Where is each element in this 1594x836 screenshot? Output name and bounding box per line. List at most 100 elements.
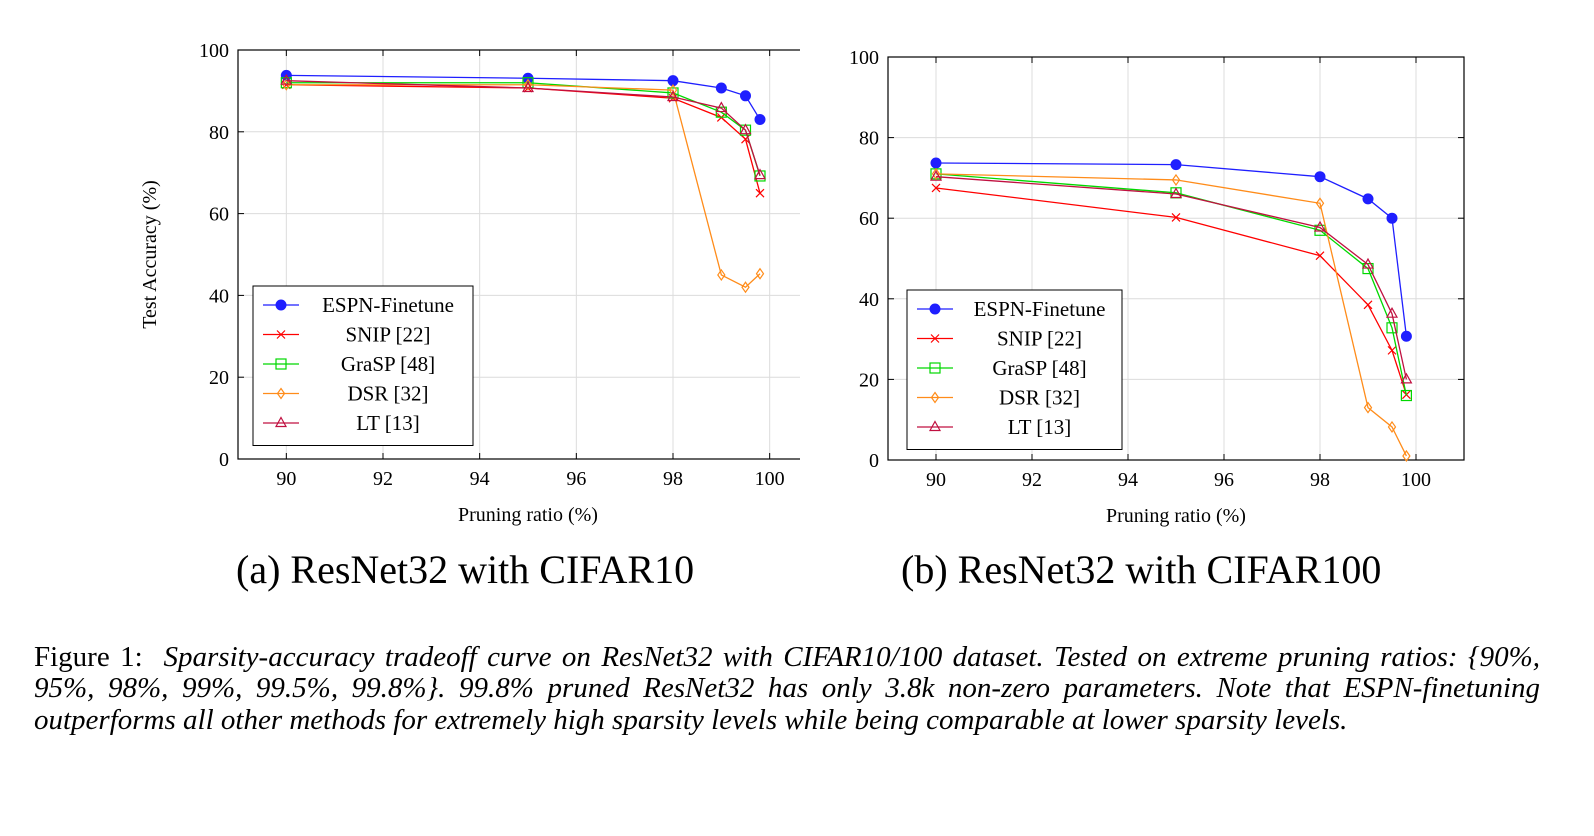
series-dsr-32 [282,78,765,294]
series-espn-finetune [930,157,1412,342]
figure-caption-text: Sparsity-accuracy tradeoff curve on ResN… [34,641,1540,736]
data-point-lt-13 [521,81,535,93]
data-point-espn-finetune [1170,159,1182,171]
data-point-snip-22 [1363,300,1373,310]
x-tick-label: 98 [663,468,683,490]
data-point-grasp-48 [754,170,766,182]
x-tick-label: 90 [926,469,946,491]
series-line-dsr-32 [286,84,761,289]
legend-marker-espn-finetune [929,303,941,315]
data-point-lt-13 [666,90,680,102]
legend-label-lt-13: LT [13] [1008,415,1072,439]
figure-label: Figure 1: [34,641,143,673]
legend-box [906,289,1123,450]
data-point-dsr-32 [1387,420,1397,434]
data-point-lt-13 [1400,372,1413,384]
data-point-dsr-32 [931,167,941,180]
legend-marker-snip-22 [276,330,286,339]
y-tick-label: 0 [219,449,229,471]
x-tick-label: 100 [1401,469,1431,491]
series-group [280,69,767,294]
y-tick-label: 60 [209,204,229,226]
data-point-dsr-32 [1315,197,1325,210]
legend-label-lt-13: LT [13] [356,411,420,435]
data-point-espn-finetune [754,114,766,126]
x-tick-label: 90 [276,468,296,490]
data-point-espn-finetune [930,157,942,169]
data-point-snip-22 [931,183,941,193]
data-point-grasp-48 [1400,389,1413,402]
y-tick-label: 100 [849,47,879,69]
data-point-dsr-32 [523,78,533,91]
series-line-grasp-48 [935,173,1408,396]
x-tick-label: 96 [1214,469,1234,491]
data-point-snip-22 [1171,212,1181,222]
data-point-espn-finetune [715,82,727,94]
ticks: 90 92 94 96 98 100 0 20 40 60 80 100 [199,40,785,490]
subcaption-a: (a) ResNet32 with CIFAR10 [236,547,695,592]
x-axis-label: Pruning ratio (%) [1106,505,1246,527]
data-point-dsr-32 [1171,173,1181,186]
data-point-lt-13 [1313,220,1327,232]
plot-frame [237,49,800,460]
legend-marker-grasp-48 [929,362,941,374]
series-line-snip-22 [286,84,761,194]
legend-label-grasp-48: GraSP [48] [992,356,1086,380]
data-point-lt-13 [739,123,752,135]
data-point-lt-13 [1385,306,1399,318]
data-point-dsr-32 [755,267,765,280]
data-point-espn-finetune [1314,171,1326,183]
series-line-snip-22 [935,187,1408,395]
x-tick-label: 96 [566,468,586,490]
y-tick-label: 40 [859,289,879,311]
series-lt-13 [929,169,1413,384]
legend-marker-dsr-32 [930,391,940,404]
x-tick-label: 100 [755,468,785,490]
legend-marker-lt-13 [274,416,288,428]
data-point-lt-13 [1361,257,1375,269]
data-point-dsr-32 [282,78,291,91]
y-tick-label: 80 [209,122,229,144]
series-line-espn-finetune [935,162,1408,337]
legend-marker-espn-finetune [275,299,287,311]
legend-label-dsr-32: DSR [32] [999,386,1080,410]
data-point-dsr-32 [1363,401,1373,414]
data-point-grasp-48 [667,87,679,99]
x-tick-label: 94 [470,468,490,490]
legend-marker-lt-13 [928,420,942,432]
y-axis-label: Test Accuracy (%) [139,180,161,329]
series-dsr-32 [931,167,1411,463]
legend-label-espn-finetune: ESPN-Finetune [322,293,454,317]
data-point-snip-22 [1387,345,1397,355]
data-point-grasp-48 [1386,322,1398,334]
y-tick-label: 100 [199,40,229,62]
legend-label-grasp-48: GraSP [48] [341,352,435,376]
plot-frame [887,56,1465,461]
data-point-dsr-32 [668,84,678,97]
subcaption-b: (b) ResNet32 with CIFAR100 [901,547,1382,592]
y-tick-label: 40 [209,285,229,307]
x-tick-label: 92 [373,468,393,490]
data-point-snip-22 [1315,251,1325,261]
x-tick-label: 94 [1118,469,1138,491]
data-point-espn-finetune [1362,193,1374,205]
data-point-dsr-32 [1402,449,1411,463]
data-point-dsr-32 [741,281,750,294]
y-tick-label: 0 [869,450,879,472]
series-lt-13 [280,73,767,180]
chart-resnet32-cifar100: 90 92 94 96 98 100 0 20 40 60 80 100 Pruning ratio (… [849,47,1465,527]
series-snip-22 [281,80,765,198]
legend-marker-snip-22 [930,334,940,343]
data-point-lt-13 [1169,187,1183,199]
data-point-lt-13 [280,73,293,85]
series-group [929,157,1413,463]
legend-label-snip-22: SNIP [22] [346,323,431,347]
data-point-snip-22 [755,188,765,198]
y-tick-label: 80 [859,128,879,150]
series-line-grasp-48 [286,82,761,177]
x-tick-label: 92 [1022,469,1042,491]
data-point-espn-finetune [740,90,751,102]
ticks: 90 92 94 96 98 100 0 20 40 60 80 100 [849,47,1464,491]
data-point-espn-finetune [1386,212,1398,224]
